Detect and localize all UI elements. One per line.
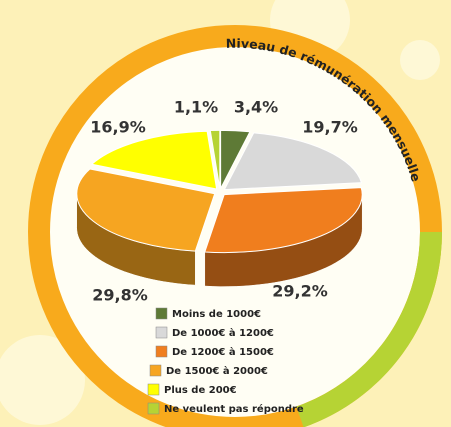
slice (209, 129, 221, 189)
legend-swatch (147, 402, 160, 415)
legend-swatch (155, 307, 168, 320)
pie (76, 129, 363, 287)
legend-swatch (147, 383, 160, 396)
data-label: 29,8% (92, 286, 148, 305)
slice (90, 130, 218, 190)
legend: Moins de 1000€ De 1000€ à 1200€ De 1200€ à… (147, 307, 304, 415)
legend-label: Moins de 1000€ (172, 309, 261, 320)
data-label: 3,4% (234, 98, 278, 117)
decor-circle (400, 40, 440, 80)
legend-label: Plus de 200€ (164, 385, 237, 396)
slice (204, 187, 363, 254)
legend-swatch (155, 326, 168, 339)
legend-label: De 1500€ à 2000€ (166, 365, 268, 377)
legend-label: De 1000€ à 1200€ (172, 327, 274, 339)
legend-label: Ne veulent pas répondre (164, 403, 304, 415)
legend-swatch (149, 364, 162, 377)
data-label: 29,2% (272, 282, 328, 301)
ring-accent (296, 231, 442, 427)
data-label: 19,7% (302, 118, 358, 137)
data-label: 16,9% (90, 118, 146, 137)
decor-circle (0, 335, 85, 425)
slice (220, 129, 251, 189)
slice (76, 168, 216, 252)
legend-label: De 1200€ à 1500€ (172, 346, 274, 358)
legend-swatch (155, 345, 168, 358)
data-label: 1,1% (174, 98, 218, 117)
slice (223, 132, 363, 191)
